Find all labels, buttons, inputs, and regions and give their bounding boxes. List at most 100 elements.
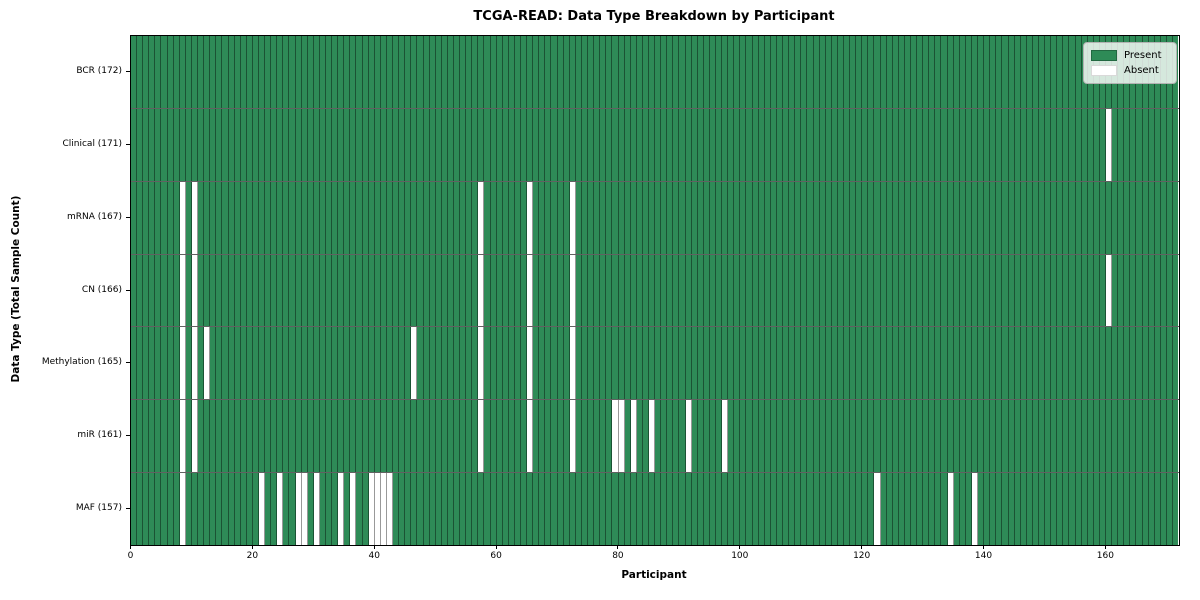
heatmap-cell-present [386, 327, 394, 400]
heatmap-cell-present [575, 181, 582, 254]
heatmap-cell-present [179, 36, 186, 108]
heatmap-cell-present [1002, 400, 1009, 473]
heatmap-cell-present [332, 36, 339, 108]
heatmap-cell-present [612, 327, 619, 400]
heatmap-cell-present [1008, 254, 1015, 327]
heatmap-cell-present [405, 400, 412, 473]
heatmap-cell-present [551, 108, 558, 181]
heatmap-cell-present [131, 327, 138, 400]
x-tick-label: 40 [368, 551, 380, 561]
heatmap-cell-present [801, 254, 808, 327]
heatmap-cell-present [752, 181, 759, 254]
heatmap-cell-present [636, 36, 643, 108]
heatmap-cell-present [137, 254, 144, 327]
heatmap-cell-present [1130, 108, 1137, 181]
heatmap-cell-present [484, 473, 491, 546]
heatmap-cell-present [393, 473, 400, 546]
heatmap-cell-present [1136, 254, 1143, 327]
heatmap-cell-present [362, 327, 369, 400]
heatmap-cell-present [527, 473, 534, 546]
heatmap-cell-present [984, 108, 991, 181]
heatmap-cell-present [399, 254, 406, 327]
heatmap-cell-present [338, 254, 345, 327]
heatmap-cell-present [240, 108, 247, 181]
x-tick-label: 160 [1096, 551, 1114, 561]
heatmap-cell-present [362, 400, 369, 473]
heatmap-cell-present [648, 327, 656, 400]
heatmap-cell-present [332, 400, 339, 473]
heatmap-cell-present [374, 254, 381, 327]
heatmap-cell-present [1020, 254, 1027, 327]
heatmap-cell-present [886, 327, 893, 400]
heatmap-cell-present [1069, 36, 1076, 108]
heatmap-cell-present [521, 108, 528, 181]
heatmap-cell-present [807, 181, 814, 254]
heatmap-row-cn [131, 253, 1179, 327]
heatmap-cell-present [1008, 327, 1015, 400]
heatmap-cell-present [521, 327, 528, 400]
heatmap-cell-present [131, 181, 138, 254]
heatmap-cell-present [795, 327, 802, 400]
heatmap-cell-present [1038, 108, 1046, 181]
heatmap-cell-present [642, 327, 649, 400]
heatmap-cell-present [143, 473, 150, 546]
heatmap-cell-present [1173, 473, 1179, 546]
heatmap-cell-present [423, 181, 430, 254]
heatmap-cell-present [642, 108, 649, 181]
heatmap-cell-present [642, 181, 649, 254]
heatmap-cell-present [283, 327, 290, 400]
heatmap-cell-present [850, 473, 857, 546]
heatmap-cell-present [716, 473, 723, 546]
heatmap-cell-present [460, 181, 467, 254]
heatmap-cell-present [228, 473, 235, 546]
heatmap-cell-present [850, 108, 857, 181]
heatmap-cell-present [447, 327, 454, 400]
heatmap-cell-present [441, 473, 448, 546]
heatmap-cell-present [783, 181, 790, 254]
heatmap-cell-present [819, 108, 826, 181]
heatmap-cell-present [1032, 181, 1039, 254]
heatmap-cell-present [569, 473, 576, 546]
heatmap-cell-present [435, 254, 442, 327]
heatmap-cell-present [959, 400, 966, 473]
legend-entry-present: Present [1091, 48, 1168, 63]
heatmap-cell-present [490, 473, 497, 546]
heatmap-cell-present [911, 473, 918, 546]
heatmap-cell-present [941, 400, 948, 473]
heatmap-cell-present [581, 254, 589, 327]
heatmap-cell-present [709, 108, 716, 181]
heatmap-cell-present [399, 327, 406, 400]
heatmap-cell-present [1081, 181, 1088, 254]
heatmap-cell-present [313, 254, 320, 327]
heatmap-cell-present [466, 36, 473, 108]
heatmap-cell-present [429, 400, 436, 473]
heatmap-cell-present [222, 108, 229, 181]
heatmap-cell-present [228, 327, 235, 400]
x-tick-label: 120 [853, 551, 871, 561]
heatmap-cell-absent [618, 400, 625, 473]
heatmap-cell-present [971, 36, 979, 108]
heatmap-cell-present [843, 254, 851, 327]
heatmap-cell-present [630, 473, 637, 546]
heatmap-cell-present [831, 181, 838, 254]
heatmap-cell-present [307, 327, 314, 400]
heatmap-cell-present [1166, 181, 1174, 254]
heatmap-cell-present [947, 181, 954, 254]
heatmap-cell-present [399, 181, 406, 254]
y-tick-mark [126, 289, 130, 291]
heatmap-cell-present [1130, 400, 1137, 473]
heatmap-cell-present [929, 254, 936, 327]
heatmap-cell-present [429, 327, 436, 400]
x-tick-mark [130, 545, 131, 549]
heatmap-cell-present [758, 36, 765, 108]
heatmap-cell-present [911, 400, 918, 473]
heatmap-cell-present [746, 473, 753, 546]
heatmap-cell-present [313, 36, 320, 108]
heatmap-cell-present [423, 108, 430, 181]
heatmap-cell-present [996, 181, 1003, 254]
heatmap-cell-present [636, 473, 643, 546]
heatmap-cell-present [502, 254, 509, 327]
heatmap-cell-present [1112, 254, 1119, 327]
heatmap-cell-present [301, 254, 308, 327]
heatmap-cell-present [606, 473, 613, 546]
